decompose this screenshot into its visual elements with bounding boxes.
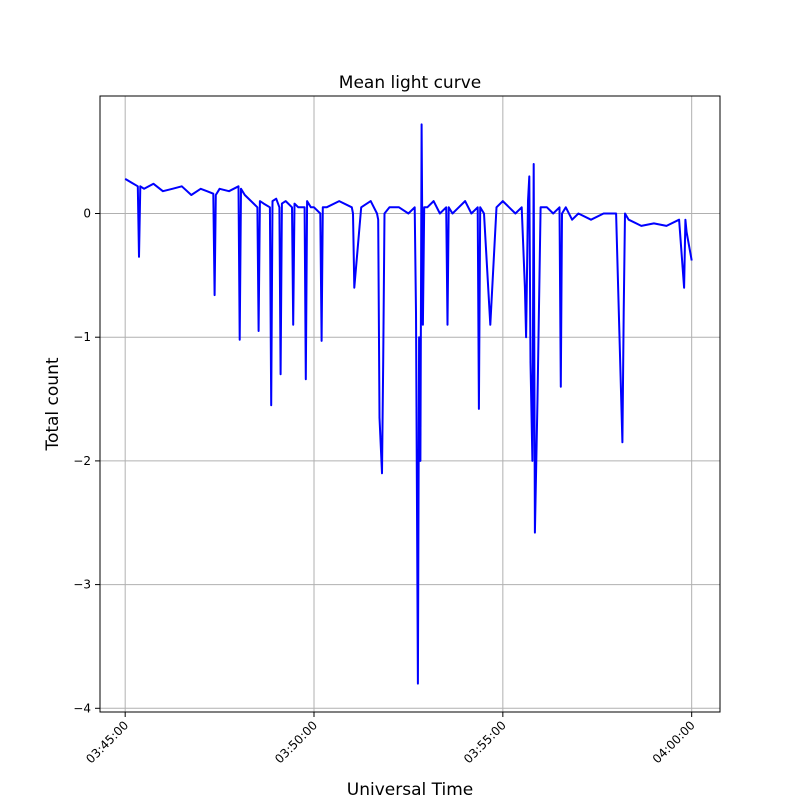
grid xyxy=(100,96,720,712)
y-tick-label: −3 xyxy=(73,578,91,592)
y-axis-label: Total count xyxy=(43,357,63,451)
x-axis-label: Universal Time xyxy=(347,780,473,800)
y-tick-label: −2 xyxy=(73,454,91,468)
y-tick-label: 0 xyxy=(83,207,91,221)
plot-frame xyxy=(99,95,721,713)
y-tick-label: −4 xyxy=(73,701,91,715)
y-tick-label: −1 xyxy=(73,330,91,344)
plot-area xyxy=(100,96,720,712)
chart-title: Mean light curve xyxy=(339,73,481,93)
series-line-mean-light-curve xyxy=(124,123,693,685)
y-axis-ticks: 0 −1 −2 −3 −4 xyxy=(73,207,100,715)
